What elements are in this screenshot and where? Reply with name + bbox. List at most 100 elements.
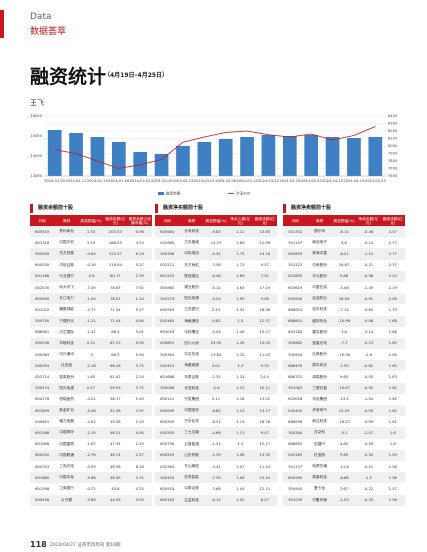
table-cell: 盛邦安全 <box>307 315 332 327</box>
table-cell: 2.29 <box>135 419 144 424</box>
table-cell: 1.89 <box>236 240 245 245</box>
table-cell: 万丰奥威 <box>184 240 199 245</box>
table-cell: 13.02 <box>259 397 271 402</box>
table-cell: -7.49 <box>86 285 96 290</box>
table-cell: -2.15 <box>78 427 104 439</box>
x-tick-label: 2024-04-03 <box>301 179 322 183</box>
table-cell: 59.93 <box>103 382 128 394</box>
table-cell: 中曼石油 <box>312 285 327 290</box>
bar <box>218 139 233 176</box>
table-cell: -0.46 <box>356 226 381 238</box>
column-header: 周涨跌幅(%) <box>203 215 229 226</box>
table-cell: 002594 <box>30 360 55 372</box>
column-header: 融资余额(亿元) <box>252 215 277 226</box>
y2-tick-label: 8400 <box>388 114 398 118</box>
table-cell: 2.11 <box>211 397 221 402</box>
table-cell: 18.76 <box>259 419 271 424</box>
line <box>54 126 376 169</box>
table-cell: 23.95 <box>203 337 229 350</box>
table-cell: 002465 <box>155 315 180 327</box>
table-cell: -1.21 <box>78 315 104 327</box>
table-row: 300274 阳光电源 0.47 59.93 3.75 <box>30 382 152 394</box>
table-cell: -1.31 <box>211 442 221 447</box>
x-tick-label: 2024-03-15 <box>237 179 258 183</box>
table-cell: -12.36 <box>338 352 350 357</box>
table-cell: 2.27 <box>127 449 152 461</box>
table-cell: 1.62 <box>380 382 405 394</box>
table-cell: 中信证券 <box>59 262 74 267</box>
table-cell: -1.04 <box>78 293 104 305</box>
x-tick-label: 2024-04-19 <box>343 179 365 183</box>
table-cell: 1.65 <box>86 375 96 380</box>
table-cell: 2.43 <box>211 307 221 312</box>
table-row: 600590 泰豪科技 -8.66 -1.2 1.58 <box>283 472 405 484</box>
x-tick-label: 2024-02-02 <box>130 179 151 183</box>
column-header: 融资余额(亿元) <box>380 215 405 226</box>
table-cell: 601318 <box>35 240 50 245</box>
table-cell: -10.96 <box>331 315 357 327</box>
table-cell: -9.83 <box>203 226 229 238</box>
table-cell: 603619 <box>288 285 303 290</box>
table-cell: -2.18 <box>78 360 104 372</box>
table-cell: 66.26 <box>103 360 128 372</box>
x-tick-label: 2024-01-12 <box>66 179 87 183</box>
y-tick-label: 16000 <box>31 114 43 118</box>
table-cell: 1.57 <box>388 486 397 491</box>
table-cell: -0.21 <box>363 263 374 268</box>
table-row: 002555 三七互娱 -4.66 1.13 9.47 <box>155 427 277 439</box>
table-cell: 华映科技 <box>54 337 79 350</box>
table-cell: 002805 <box>283 270 308 282</box>
table-cell: 1.08 <box>228 449 253 461</box>
y-tick-label: 13000 <box>31 174 43 178</box>
table-cell: -1.13 <box>356 248 381 260</box>
column-header: 周涨跌幅(%) <box>331 215 357 226</box>
table-cell: -0.65 <box>363 307 374 312</box>
table-cell: 海格通信 <box>179 315 204 327</box>
table-cell: 嘉华股份 <box>312 329 327 334</box>
table-cell: 601398 <box>35 486 50 491</box>
table-cell: 1.69 <box>228 270 253 282</box>
table-cell: 688655 <box>288 442 303 447</box>
x-tick-label: 2024-03-22 <box>258 179 279 183</box>
table-cell: 45.8 <box>111 486 120 491</box>
table-cell: 78.83 <box>110 285 121 290</box>
table-cell: 云煤能源 <box>184 441 199 446</box>
table-cell: 1.24 <box>236 375 245 380</box>
table-cell: 203.33 <box>103 226 128 238</box>
table-cell: 300945 <box>288 486 303 491</box>
table-cell: 1.75 <box>388 307 397 312</box>
table-cell: -1.2 <box>356 472 381 484</box>
table-row: 601398 工商银行 -0.72 45.8 0.25 <box>30 483 152 494</box>
table-cell: 601668 <box>35 442 50 447</box>
table-cell: 61.42 <box>110 375 121 380</box>
table-cell: 46.21 <box>103 427 128 439</box>
header-row: 代码 简称 周涨跌幅(%) 净买入额(亿元) 融资余额(亿元) <box>155 215 277 226</box>
table-cell: -3.56 <box>211 263 221 268</box>
table-cell: 5.01 <box>135 330 144 335</box>
table-cell: 14.4 <box>260 375 269 380</box>
table-cell: 海康威视 <box>179 360 204 372</box>
table-cell: 佳华科技 <box>312 307 327 312</box>
table-row: 301039 中集车辆 -1.93 -0.32 1.56 <box>283 494 405 506</box>
table-cell: 2.11 <box>228 226 253 238</box>
table-cell: 17.19 <box>259 285 271 290</box>
table-cell: -7.7 <box>331 337 357 350</box>
bar <box>197 142 212 176</box>
table-cell: 迅捷兴 <box>314 441 326 446</box>
table-cell: 7.92 <box>135 285 144 290</box>
table-cell: 688439 <box>283 360 308 372</box>
table-cell: 东方财富 <box>54 248 79 260</box>
table-cell: 8.18 <box>135 464 144 469</box>
table-cell: -1.04 <box>363 397 374 402</box>
table-cell: 000590 <box>283 293 308 305</box>
table-title: 融资余额前十股 <box>30 204 152 213</box>
table-cell: 振华风光 <box>307 360 332 372</box>
table-cell: 300274 <box>30 382 55 394</box>
table-row: 002271 东方雨虹 -3.56 1.73 9.57 <box>155 260 277 271</box>
table-cell: 久祺股份 <box>312 352 327 357</box>
column-header: 简称 <box>307 215 332 226</box>
table-cell: 万华化学 <box>184 419 199 424</box>
table-cell: 中文在线 <box>184 352 199 357</box>
table-cell: 300364 <box>160 352 175 357</box>
table-cell: 601166 <box>30 270 55 282</box>
